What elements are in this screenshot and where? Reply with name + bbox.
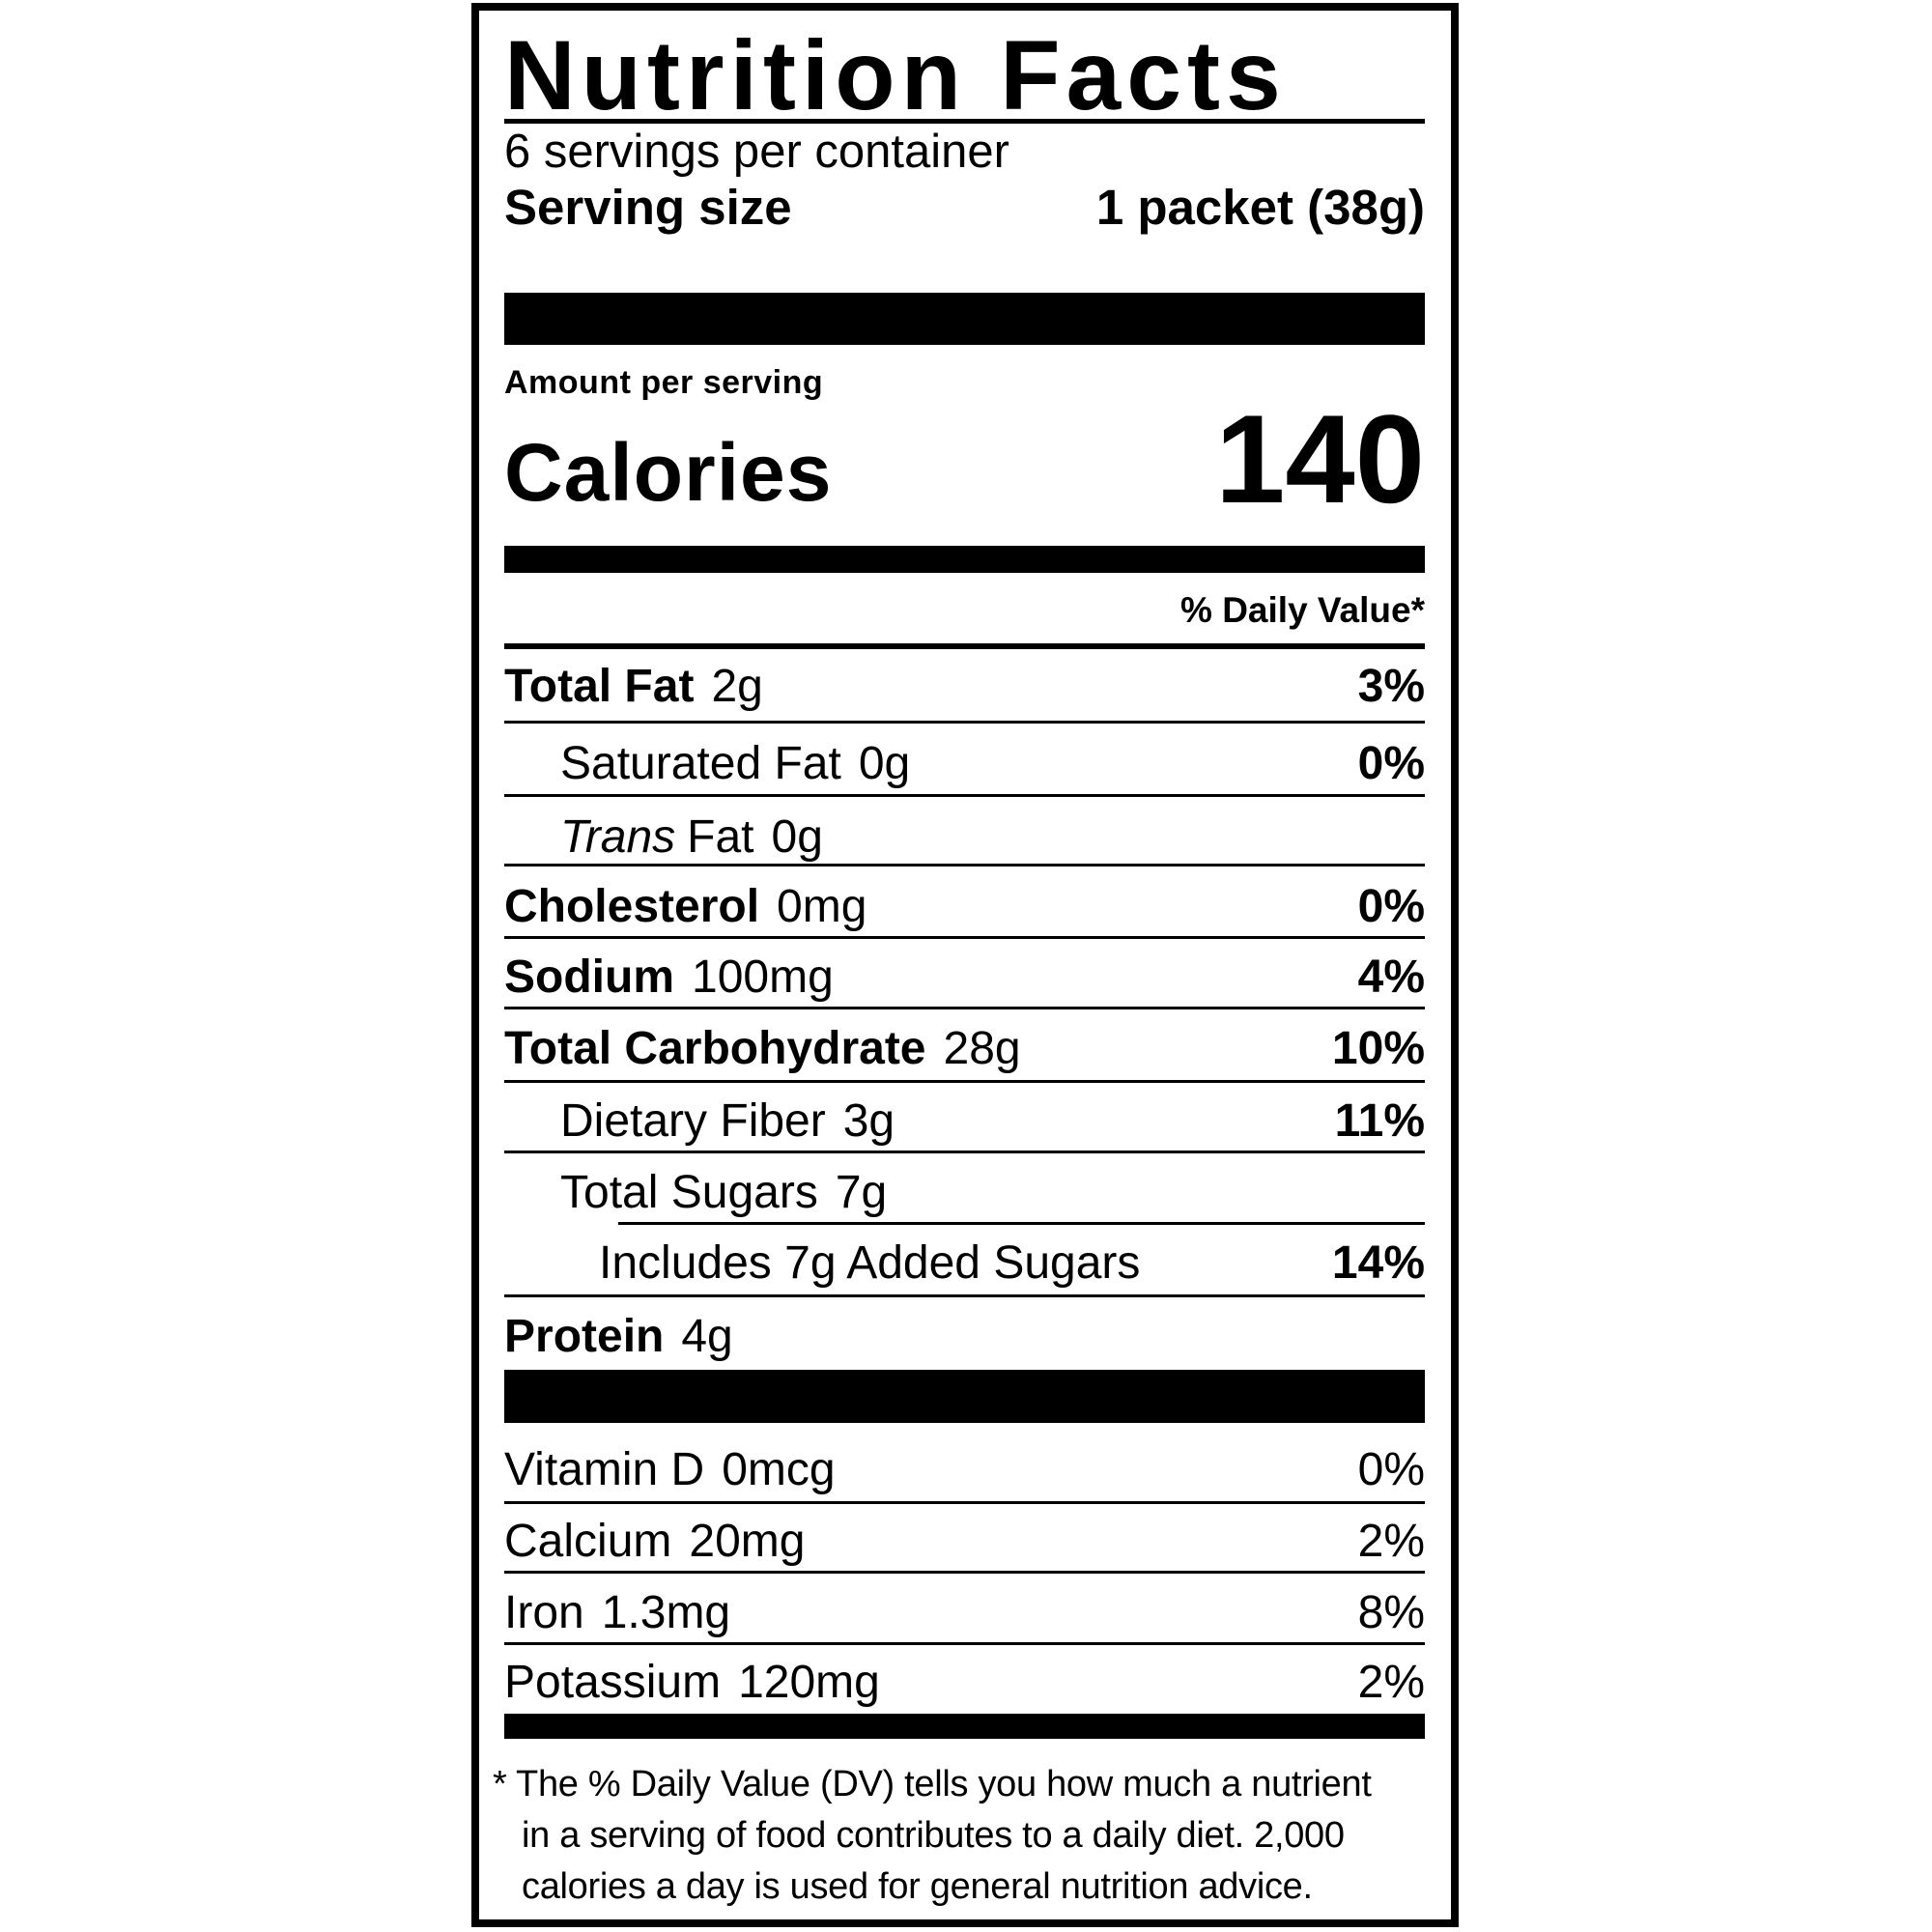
nutrient-dv: 14% [1331, 1237, 1425, 1289]
nutrient-label: Total Sugars [560, 1167, 818, 1218]
nutrient-dv: 0% [1357, 881, 1425, 932]
nutrient-label: Dietary Fiber [560, 1095, 826, 1147]
separator [504, 1007, 1425, 1009]
footnote-line-2: in a serving of food contributes to a da… [522, 1815, 1345, 1856]
nutrient-row-cholesterol: Cholesterol 0mg 0% [504, 879, 1425, 935]
nutrient-label: Iron [504, 1587, 584, 1638]
nutrient-row-total-sugars: Total Sugars 7g [504, 1165, 1425, 1221]
separator [504, 794, 1425, 797]
nutrient-amount: 120mg [738, 1657, 880, 1708]
nutrient-label: Calcium [504, 1516, 672, 1567]
nutrient-dv: 4% [1357, 952, 1425, 1003]
calories-separator-bar [504, 546, 1425, 573]
separator [504, 936, 1425, 939]
thick-separator-bar [504, 1714, 1425, 1739]
amount-per-serving-label: Amount per serving [504, 364, 824, 401]
daily-value-header: % Daily Value* [1180, 590, 1425, 630]
nutrient-amount: 0g [771, 811, 823, 863]
nutrient-row-sodium: Sodium 100mg 4% [504, 950, 1425, 1006]
nutrient-amount: 2g [711, 661, 763, 712]
separator [504, 1080, 1425, 1083]
micronutrient-row-calcium: Calcium 20mg 2% [504, 1514, 1425, 1570]
footnote-line-1: * The % Daily Value (DV) tells you how m… [493, 1764, 1372, 1804]
separator-indented [618, 1222, 1425, 1225]
daily-value-footnote: * The % Daily Value (DV) tells you how m… [493, 1759, 1425, 1913]
nutrient-dv: 0% [1357, 738, 1425, 789]
nutrient-amount: 1.3mg [601, 1587, 731, 1638]
separator [504, 1571, 1425, 1574]
separator [504, 1294, 1425, 1297]
nutrient-row-saturated-fat: Saturated Fat 0g 0% [504, 736, 1425, 792]
nutrient-row-trans-fat: Trans Fat 0g [504, 810, 1425, 866]
nutrient-amount: 20mg [689, 1516, 806, 1567]
nutrient-label: Saturated Fat [560, 738, 841, 789]
nutrient-label: Vitamin D [504, 1444, 705, 1495]
nutrition-facts-label: Nutrition Facts 6 servings per container… [471, 3, 1459, 1927]
nutrient-label: Sodium [504, 952, 674, 1003]
nutrient-dv: 11% [1334, 1095, 1425, 1147]
nutrient-dv: 8% [1357, 1587, 1425, 1638]
nutrient-row-added-sugars: Includes 7g Added Sugars 14% [504, 1236, 1425, 1292]
micronutrient-row-vitamin-d: Vitamin D 0mcg 0% [504, 1442, 1425, 1498]
micronutrient-row-iron: Iron 1.3mg 8% [504, 1585, 1425, 1641]
nutrient-label: Total Carbohydrate [504, 1023, 926, 1074]
nutrient-amount: 0mcg [722, 1444, 836, 1495]
label-title: Nutrition Facts [504, 20, 1287, 130]
footnote-line-3: calories a day is used for general nutri… [522, 1866, 1313, 1907]
nutrient-dv: 0% [1357, 1444, 1425, 1495]
nutrient-amount: 3g [842, 1095, 895, 1147]
nutrient-row-total-fat: Total Fat 2g 3% [504, 659, 1425, 715]
nutrient-dv: 3% [1357, 661, 1425, 712]
thick-separator-bar [504, 293, 1425, 345]
nutrient-amount: 0mg [777, 881, 867, 932]
nutrient-amount: 4g [681, 1311, 733, 1362]
nutrient-amount: 28g [943, 1023, 1021, 1074]
nutrient-amount: 100mg [692, 952, 834, 1003]
separator [504, 864, 1425, 867]
nutrient-dv: 2% [1357, 1657, 1425, 1708]
separator [504, 1151, 1425, 1153]
calories-label: Calories [504, 427, 833, 518]
calories-value: 140 [1215, 388, 1425, 529]
micronutrient-row-potassium: Potassium 120mg 2% [504, 1655, 1425, 1711]
nutrient-row-total-carbohydrate: Total Carbohydrate 28g 10% [504, 1021, 1425, 1077]
serving-size-value: 1 packet (38g) [1095, 180, 1425, 235]
separator [504, 1501, 1425, 1504]
servings-per-container: 6 servings per container [504, 126, 1009, 178]
nutrient-label: Total Fat [504, 661, 695, 712]
nutrient-label-italic: Trans [560, 811, 676, 863]
nutrient-row-dietary-fiber: Dietary Fiber 3g 11% [504, 1094, 1425, 1150]
nutrient-amount: 0g [858, 738, 911, 789]
nutrient-amount: 7g [835, 1167, 888, 1218]
nutrient-label: Potassium [504, 1657, 722, 1708]
separator [504, 643, 1425, 649]
nutrient-label: Includes 7g Added Sugars [599, 1237, 1141, 1289]
nutrient-label: Cholesterol [504, 881, 760, 932]
nutrient-dv: 10% [1331, 1023, 1425, 1074]
separator [504, 721, 1425, 724]
nutrient-label: Protein [504, 1311, 665, 1362]
separator [504, 1642, 1425, 1645]
nutrient-row-protein: Protein 4g [504, 1309, 1425, 1365]
nutrient-label: Fat [687, 811, 754, 863]
thick-separator-bar [504, 1370, 1425, 1423]
title-rule [504, 119, 1425, 124]
serving-size-label: Serving size [504, 180, 792, 235]
nutrient-dv: 2% [1357, 1516, 1425, 1567]
serving-size-row: Serving size 1 packet (38g) [504, 179, 1425, 237]
